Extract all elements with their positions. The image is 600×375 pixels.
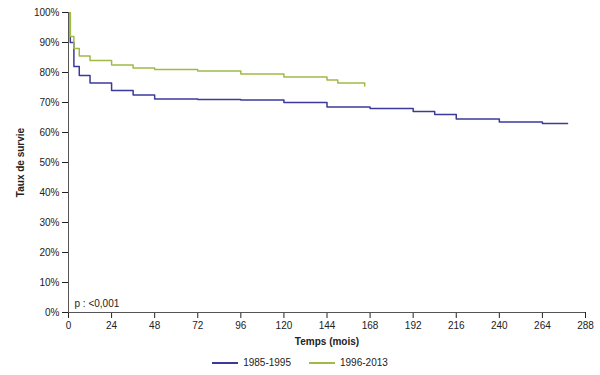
svg-text:30%: 30% [39,217,59,228]
svg-text:20%: 20% [39,247,59,258]
svg-text:100%: 100% [34,7,60,18]
svg-text:60%: 60% [39,127,59,138]
svg-text:40%: 40% [39,187,59,198]
svg-text:p : <0,001: p : <0,001 [75,298,120,309]
svg-text:24: 24 [106,320,118,331]
svg-text:144: 144 [319,320,336,331]
svg-text:50%: 50% [39,157,59,168]
svg-text:96: 96 [235,320,247,331]
svg-text:192: 192 [405,320,422,331]
svg-text:72: 72 [192,320,204,331]
svg-text:48: 48 [149,320,161,331]
svg-text:288: 288 [577,320,594,331]
svg-text:70%: 70% [39,97,59,108]
svg-text:240: 240 [491,320,508,331]
html-text:1996-2013: 1996-2013 [340,357,388,368]
svg-text:90%: 90% [39,37,59,48]
svg-text:0: 0 [66,320,72,331]
svg-text:0%: 0% [45,307,60,318]
html-text:1985-1995: 1985-1995 [243,357,291,368]
svg-text:264: 264 [534,320,551,331]
svg-text:Taux de survie: Taux de survie [15,127,26,197]
svg-text:168: 168 [362,320,379,331]
svg-text:80%: 80% [39,67,59,78]
svg-text:Temps (mois): Temps (mois) [295,336,359,347]
svg-text:10%: 10% [39,277,59,288]
svg-text:216: 216 [448,320,465,331]
svg-text:120: 120 [276,320,293,331]
